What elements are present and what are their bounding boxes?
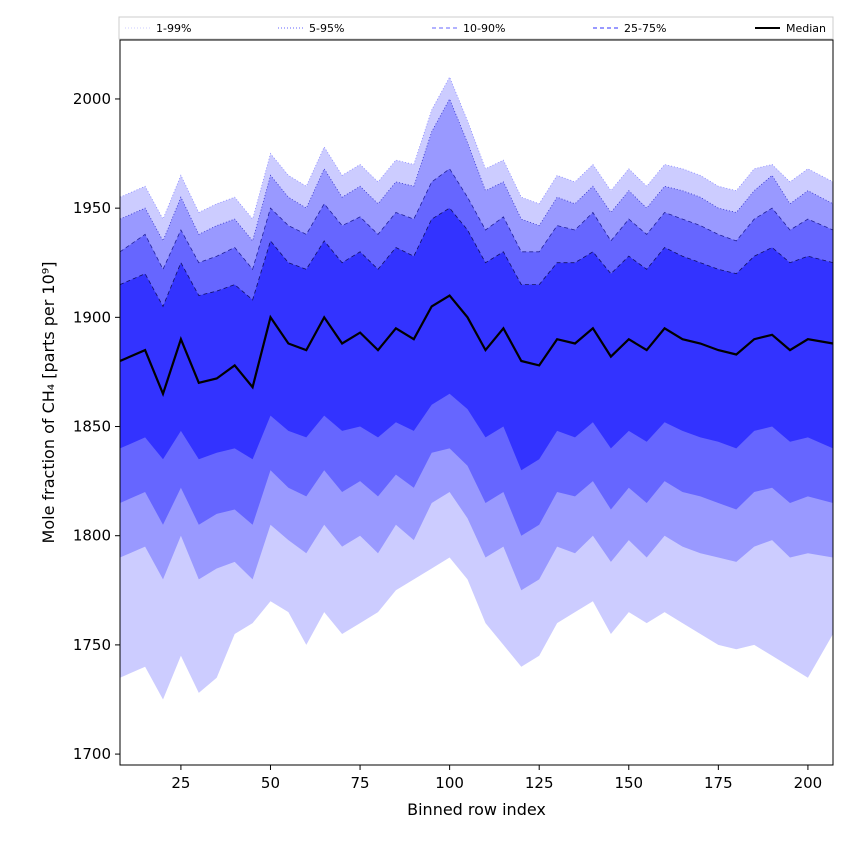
y-tick-label: 2000 xyxy=(73,90,111,108)
percentile-bands xyxy=(119,76,834,700)
x-axis: 25 50 75 100 125 150 175 200 xyxy=(171,765,822,792)
band-upper-line-10-90% xyxy=(119,168,834,271)
x-tick-label: 100 xyxy=(435,774,464,792)
y-tick-label: 1900 xyxy=(73,308,111,326)
legend-box xyxy=(118,16,834,40)
plot-frame xyxy=(119,39,834,766)
y-axis-title: Mole fraction of CH₄ [parts per 10⁹] xyxy=(39,262,58,544)
y-tick-label: 1700 xyxy=(73,745,111,763)
x-tick-label: 125 xyxy=(525,774,554,792)
y-tick-label: 1750 xyxy=(73,636,111,654)
x-tick-label: 150 xyxy=(614,774,643,792)
y-tick-label: 1950 xyxy=(73,199,111,217)
band-upper-line-25-75% xyxy=(119,207,834,308)
legend: 1-99% 5-95% 10-90% 25-75% Median xyxy=(118,16,834,40)
legend-label: 10-90% xyxy=(463,22,505,35)
x-tick-label: 200 xyxy=(794,774,823,792)
legend-label: 5-95% xyxy=(309,22,344,35)
median-layer xyxy=(119,294,834,397)
band-25-75% xyxy=(120,208,833,471)
legend-label: 1-99% xyxy=(156,22,191,35)
x-tick-label: 175 xyxy=(704,774,733,792)
y-axis: 1700 1750 1800 1850 1900 1950 2000 xyxy=(73,90,120,763)
x-tick-label: 50 xyxy=(261,774,280,792)
median-line xyxy=(119,294,834,397)
legend-label: 25-75% xyxy=(624,22,666,35)
y-tick-label: 1800 xyxy=(73,527,111,545)
legend-label: Median xyxy=(786,22,826,35)
x-tick-label: 25 xyxy=(171,774,190,792)
x-tick-label: 75 xyxy=(351,774,370,792)
x-axis-title: Binned row index xyxy=(407,800,546,819)
y-tick-label: 1850 xyxy=(73,418,111,436)
